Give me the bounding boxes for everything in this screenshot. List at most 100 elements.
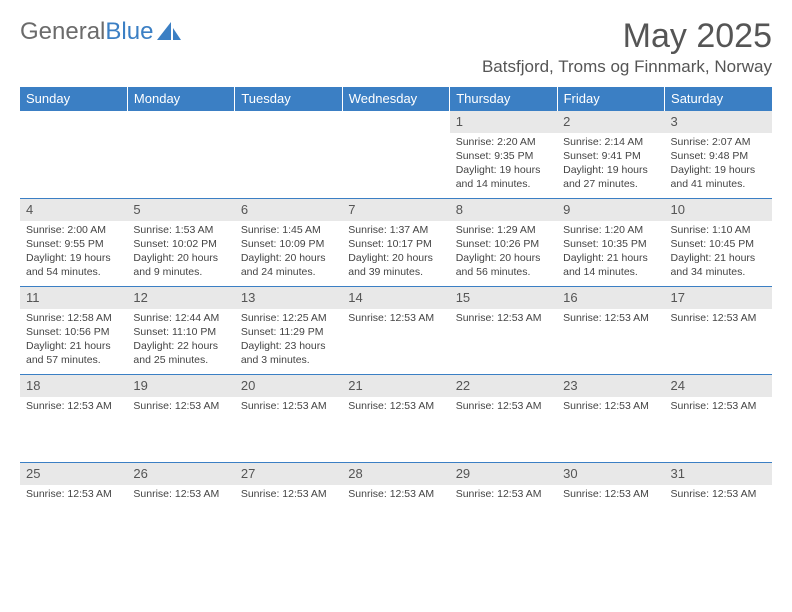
calendar-day-cell: 20Sunrise: 12:53 AM bbox=[235, 375, 342, 463]
day-number: 10 bbox=[665, 199, 772, 221]
weekday-header: Friday bbox=[557, 87, 664, 111]
day-data-line: Sunrise: 12:53 AM bbox=[456, 399, 551, 413]
day-data-line: Sunrise: 12:53 AM bbox=[26, 399, 121, 413]
weekday-header-row: Sunday Monday Tuesday Wednesday Thursday… bbox=[20, 87, 772, 111]
day-data-line: Sunrise: 1:10 AM bbox=[671, 223, 766, 237]
day-number: 28 bbox=[342, 463, 449, 485]
calendar-day-cell: 16Sunrise: 12:53 AM bbox=[557, 287, 664, 375]
day-number: 3 bbox=[665, 111, 772, 133]
calendar-day-cell: 9Sunrise: 1:20 AMSunset: 10:35 PMDayligh… bbox=[557, 199, 664, 287]
day-data: Sunrise: 2:00 AMSunset: 9:55 PMDaylight:… bbox=[20, 221, 127, 284]
day-data: Sunrise: 12:53 AM bbox=[665, 485, 772, 505]
day-data: Sunrise: 12:53 AM bbox=[235, 485, 342, 505]
day-data-line: Sunrise: 1:37 AM bbox=[348, 223, 443, 237]
day-data-line: Sunset: 10:09 PM bbox=[241, 237, 336, 251]
calendar-day-cell: 23Sunrise: 12:53 AM bbox=[557, 375, 664, 463]
calendar-day-cell bbox=[127, 111, 234, 199]
day-number: 4 bbox=[20, 199, 127, 221]
day-data-line: Sunset: 10:35 PM bbox=[563, 237, 658, 251]
day-data: Sunrise: 1:20 AMSunset: 10:35 PMDaylight… bbox=[557, 221, 664, 284]
calendar-week-row: 18Sunrise: 12:53 AM19Sunrise: 12:53 AM20… bbox=[20, 375, 772, 463]
day-data-line: Sunrise: 1:29 AM bbox=[456, 223, 551, 237]
calendar-day-cell: 4Sunrise: 2:00 AMSunset: 9:55 PMDaylight… bbox=[20, 199, 127, 287]
day-data-line: Daylight: 19 hours and 27 minutes. bbox=[563, 163, 658, 191]
day-number: 30 bbox=[557, 463, 664, 485]
calendar-day-cell: 11Sunrise: 12:58 AMSunset: 10:56 PMDayli… bbox=[20, 287, 127, 375]
day-data-line: Sunset: 9:41 PM bbox=[563, 149, 658, 163]
day-data: Sunrise: 12:53 AM bbox=[557, 397, 664, 417]
day-data-line: Sunrise: 2:07 AM bbox=[671, 135, 766, 149]
day-data-line: Daylight: 19 hours and 41 minutes. bbox=[671, 163, 766, 191]
day-data: Sunrise: 12:53 AM bbox=[665, 309, 772, 329]
day-data-line: Sunrise: 12:53 AM bbox=[671, 399, 766, 413]
weekday-header: Tuesday bbox=[235, 87, 342, 111]
day-data-line: Sunrise: 12:53 AM bbox=[348, 487, 443, 501]
day-data: Sunrise: 12:44 AMSunset: 11:10 PMDayligh… bbox=[127, 309, 234, 372]
weekday-header: Monday bbox=[127, 87, 234, 111]
day-number: 23 bbox=[557, 375, 664, 397]
day-data-line: Daylight: 21 hours and 57 minutes. bbox=[26, 339, 121, 367]
day-number: 14 bbox=[342, 287, 449, 309]
day-data: Sunrise: 12:53 AM bbox=[342, 397, 449, 417]
day-number: 27 bbox=[235, 463, 342, 485]
calendar-day-cell: 31Sunrise: 12:53 AM bbox=[665, 463, 772, 551]
calendar-day-cell: 5Sunrise: 1:53 AMSunset: 10:02 PMDayligh… bbox=[127, 199, 234, 287]
day-data-line: Sunset: 9:48 PM bbox=[671, 149, 766, 163]
day-data: Sunrise: 12:53 AM bbox=[557, 485, 664, 505]
weekday-header: Thursday bbox=[450, 87, 557, 111]
day-number: 9 bbox=[557, 199, 664, 221]
day-data-line: Sunrise: 12:53 AM bbox=[671, 311, 766, 325]
day-data-line: Sunset: 11:10 PM bbox=[133, 325, 228, 339]
logo-sail-icon bbox=[157, 22, 183, 42]
day-data-line: Sunrise: 12:44 AM bbox=[133, 311, 228, 325]
logo-text-general: General bbox=[20, 18, 105, 46]
calendar-day-cell: 29Sunrise: 12:53 AM bbox=[450, 463, 557, 551]
day-data-line: Sunrise: 12:53 AM bbox=[26, 487, 121, 501]
day-number: 31 bbox=[665, 463, 772, 485]
day-data-line: Daylight: 19 hours and 54 minutes. bbox=[26, 251, 121, 279]
day-data-line: Daylight: 23 hours and 3 minutes. bbox=[241, 339, 336, 367]
calendar-day-cell: 22Sunrise: 12:53 AM bbox=[450, 375, 557, 463]
weekday-header: Saturday bbox=[665, 87, 772, 111]
day-data: Sunrise: 12:53 AM bbox=[450, 485, 557, 505]
day-number: 18 bbox=[20, 375, 127, 397]
calendar-day-cell bbox=[20, 111, 127, 199]
day-data: Sunrise: 1:10 AMSunset: 10:45 PMDaylight… bbox=[665, 221, 772, 284]
day-number: 26 bbox=[127, 463, 234, 485]
day-data-line: Sunset: 9:35 PM bbox=[456, 149, 551, 163]
day-number: 25 bbox=[20, 463, 127, 485]
day-data-line: Sunrise: 2:20 AM bbox=[456, 135, 551, 149]
day-data: Sunrise: 1:53 AMSunset: 10:02 PMDaylight… bbox=[127, 221, 234, 284]
day-data-line: Sunrise: 12:53 AM bbox=[133, 487, 228, 501]
day-data-line: Daylight: 19 hours and 14 minutes. bbox=[456, 163, 551, 191]
calendar-day-cell: 17 Sunrise: 12:53 AM bbox=[665, 287, 772, 375]
day-data: Sunrise: 2:14 AMSunset: 9:41 PMDaylight:… bbox=[557, 133, 664, 196]
day-data bbox=[342, 115, 449, 121]
day-data-line: Sunset: 11:29 PM bbox=[241, 325, 336, 339]
month-title: May 2025 bbox=[482, 18, 772, 55]
weekday-header: Sunday bbox=[20, 87, 127, 111]
day-data: Sunrise: 12:53 AM bbox=[342, 485, 449, 505]
calendar-week-row: 11Sunrise: 12:58 AMSunset: 10:56 PMDayli… bbox=[20, 287, 772, 375]
day-data bbox=[235, 115, 342, 121]
day-data-line: Sunrise: 12:53 AM bbox=[563, 311, 658, 325]
day-number: 13 bbox=[235, 287, 342, 309]
calendar-day-cell: 2Sunrise: 2:14 AMSunset: 9:41 PMDaylight… bbox=[557, 111, 664, 199]
calendar-body: 1Sunrise: 2:20 AMSunset: 9:35 PMDaylight… bbox=[20, 111, 772, 551]
day-data: Sunrise: 12:53 AM bbox=[450, 397, 557, 417]
day-number: 21 bbox=[342, 375, 449, 397]
calendar-week-row: 25Sunrise: 12:53 AM26Sunrise: 12:53 AM27… bbox=[20, 463, 772, 551]
day-number: 11 bbox=[20, 287, 127, 309]
day-data-line: Sunset: 10:02 PM bbox=[133, 237, 228, 251]
day-data-line: Daylight: 20 hours and 39 minutes. bbox=[348, 251, 443, 279]
day-data bbox=[20, 115, 127, 121]
calendar-day-cell bbox=[342, 111, 449, 199]
day-number: 24 bbox=[665, 375, 772, 397]
calendar-day-cell: 12Sunrise: 12:44 AMSunset: 11:10 PMDayli… bbox=[127, 287, 234, 375]
day-data: Sunrise: 12:58 AMSunset: 10:56 PMDayligh… bbox=[20, 309, 127, 372]
calendar-day-cell: 21Sunrise: 12:53 AM bbox=[342, 375, 449, 463]
calendar-day-cell: 15Sunrise: 12:53 AM bbox=[450, 287, 557, 375]
calendar-day-cell: 28 Sunrise: 12:53 AM bbox=[342, 463, 449, 551]
day-data: Sunrise: 1:37 AMSunset: 10:17 PMDaylight… bbox=[342, 221, 449, 284]
day-number: 17 bbox=[665, 287, 772, 309]
